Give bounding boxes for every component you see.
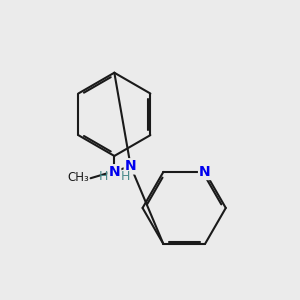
Text: N: N xyxy=(109,165,120,179)
Text: H: H xyxy=(98,170,108,183)
Text: H: H xyxy=(121,170,130,183)
Text: CH₃: CH₃ xyxy=(67,171,89,184)
Text: N: N xyxy=(199,165,211,179)
Text: N: N xyxy=(125,159,136,173)
